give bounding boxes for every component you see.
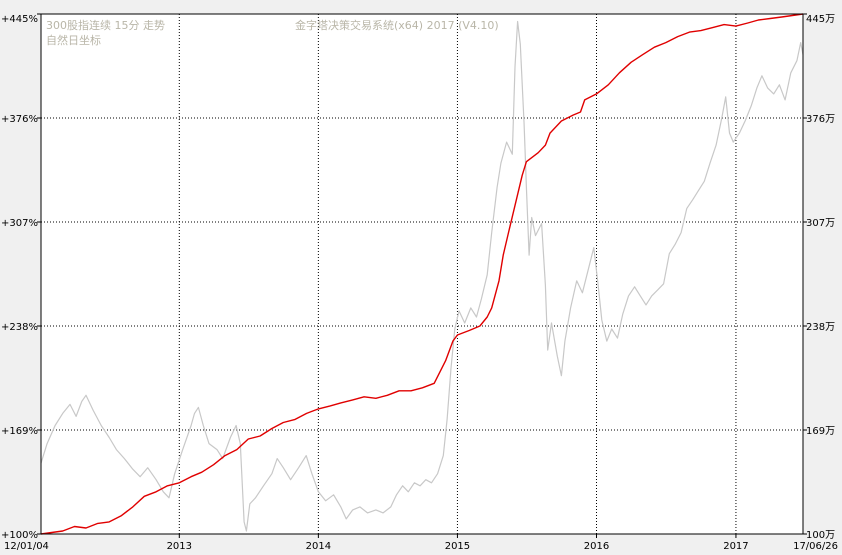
grid-lines xyxy=(37,13,807,538)
x-start-label: 12/01/04 xyxy=(4,541,49,552)
indicator-title: 300股指连续 15分 走势 xyxy=(46,18,165,32)
y-tick-label-left: +376% xyxy=(1,114,38,125)
x-end-label: 17/06/26 xyxy=(793,541,838,552)
y-tick-label-right: 445万 xyxy=(806,14,835,25)
y-tick-label-right: 238万 xyxy=(806,322,835,333)
y-tick-label-right: 376万 xyxy=(806,114,835,125)
equity-series-line xyxy=(40,13,804,535)
y-tick-label-left: +169% xyxy=(1,426,38,437)
index-series-line xyxy=(40,20,804,532)
y-tick-label-right: 169万 xyxy=(806,426,835,437)
y-tick-label-left: +445% xyxy=(1,14,38,25)
x-tick-label: 2016 xyxy=(584,541,609,552)
axis-labels: +445% 445万 +376% 376万 +307% 307万 +238% 238万 +169… xyxy=(1,14,838,552)
y-tick-label-left: +100% xyxy=(1,530,38,541)
series-layer xyxy=(40,13,804,535)
coordinate-mode-label: 自然日坐标 xyxy=(46,33,101,47)
x-tick-label: 2013 xyxy=(167,541,192,552)
y-tick-label-right: 100万 xyxy=(806,530,835,541)
x-tick-label: 2015 xyxy=(445,541,470,552)
y-tick-label-right: 307万 xyxy=(806,218,835,229)
plot-border xyxy=(40,13,804,535)
y-tick-label-left: +307% xyxy=(1,218,38,229)
x-tick-label: 2017 xyxy=(723,541,748,552)
x-tick-label: 2014 xyxy=(306,541,331,552)
system-title: 金字塔决策交易系统(x64) 2017 (V4.10) xyxy=(295,18,499,32)
y-tick-label-left: +238% xyxy=(1,322,38,333)
plot-area xyxy=(41,14,803,534)
